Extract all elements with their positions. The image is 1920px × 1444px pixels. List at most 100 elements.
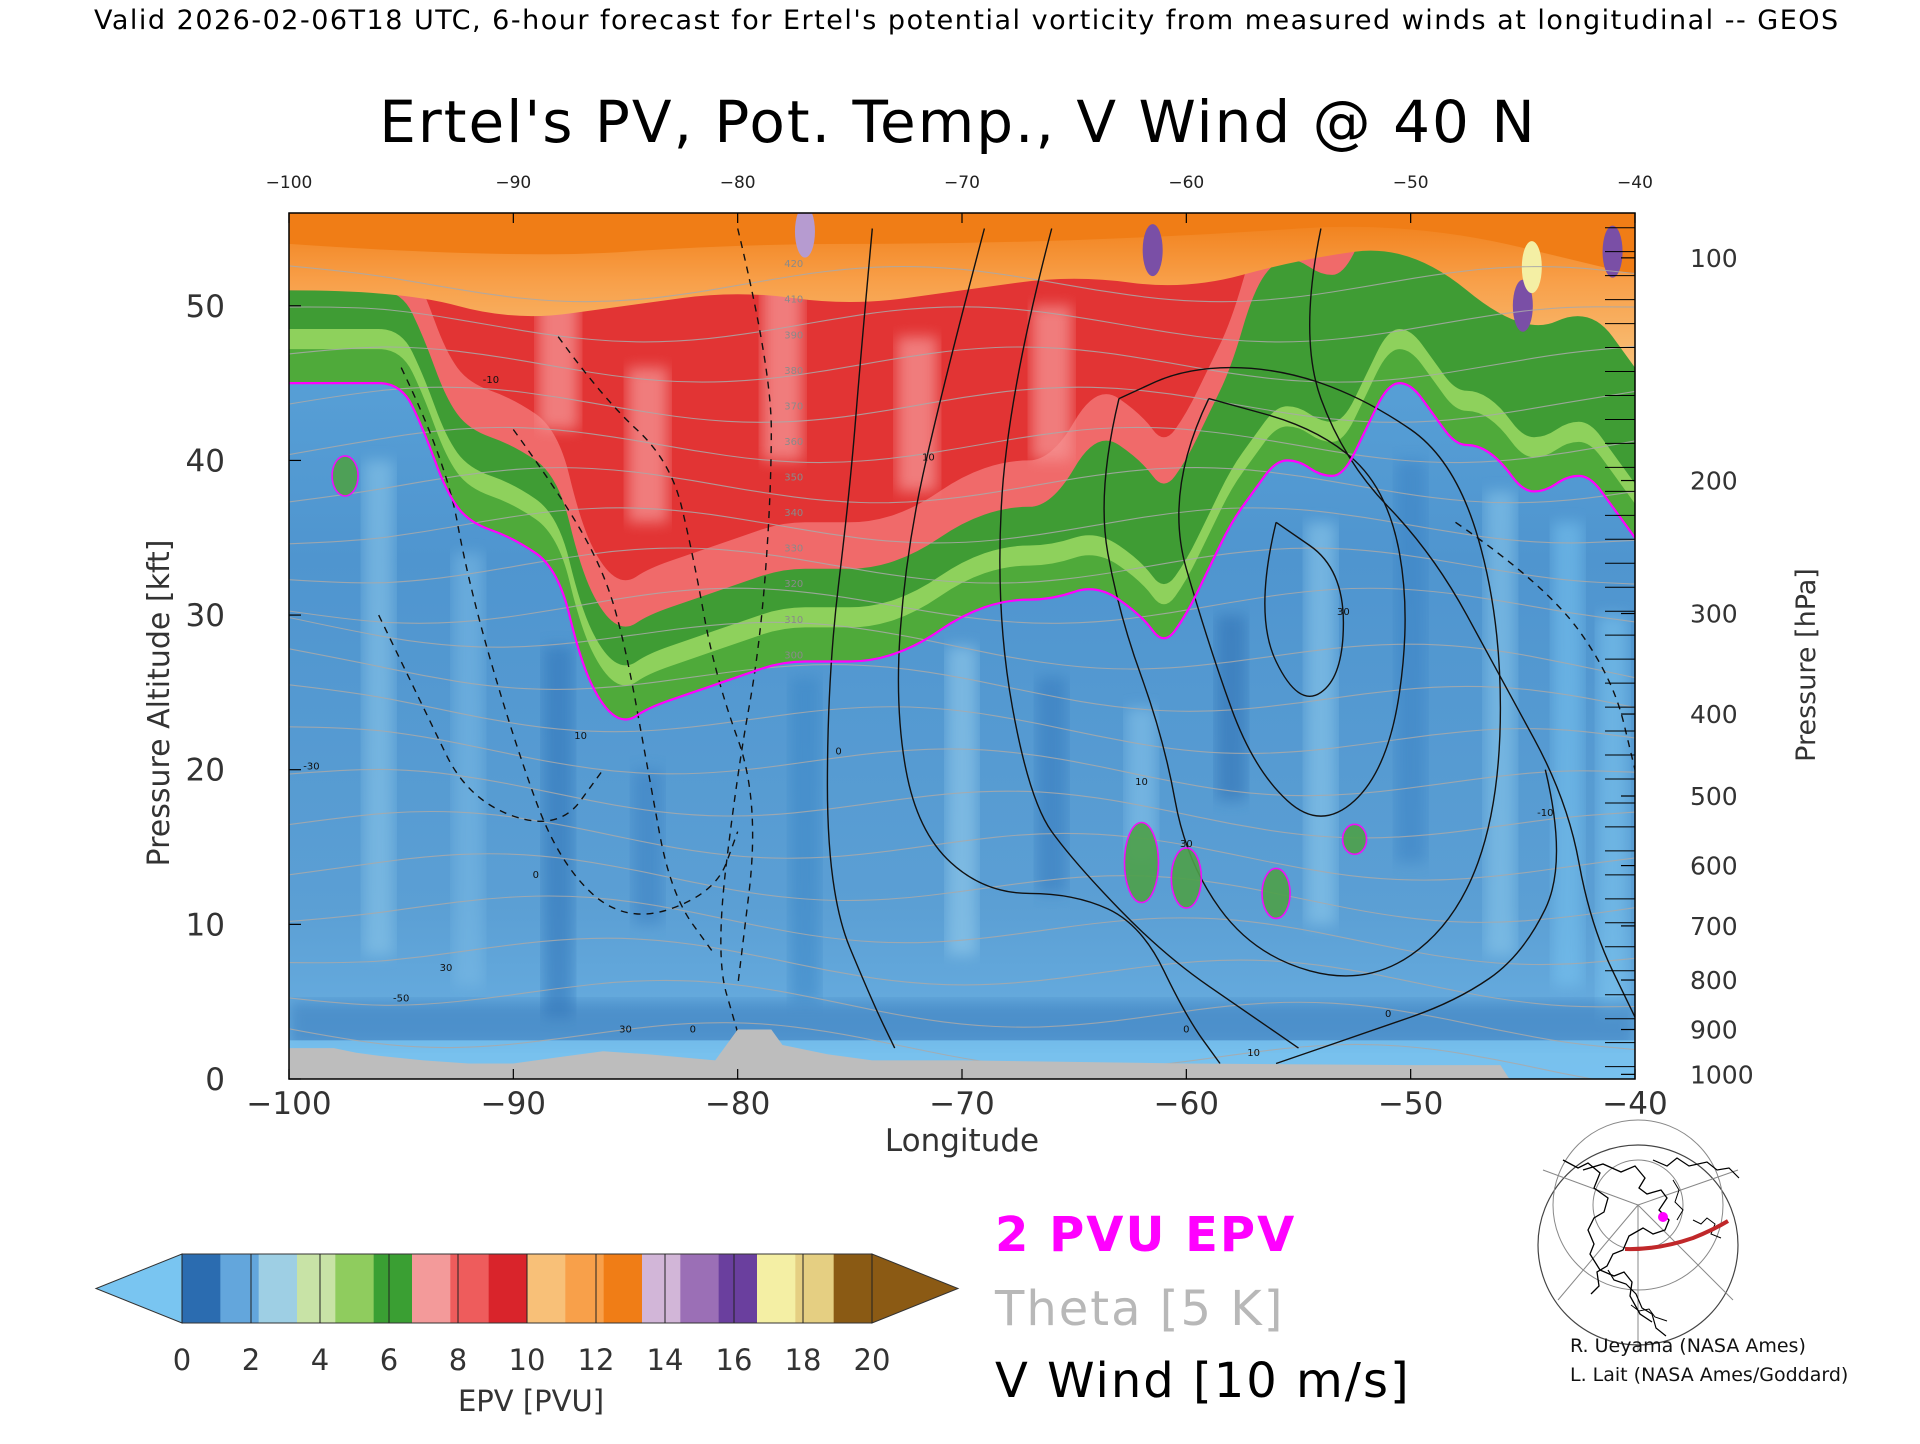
x-axis-top: −100 −90 −80 −70 −60 −50 −40 bbox=[266, 173, 1653, 223]
wind-contour-positive bbox=[1309, 228, 1635, 1018]
colorbar-swatch bbox=[182, 1254, 221, 1323]
colorbar: 0 2 4 6 8 10 12 14 16 18 20 bbox=[94, 1253, 960, 1377]
x-tick-label-top: −100 bbox=[266, 173, 313, 193]
y-tick-label-right: 200 bbox=[1690, 467, 1738, 496]
colorbar-tick-label: 2 bbox=[242, 1343, 260, 1377]
theta-line bbox=[289, 547, 1635, 585]
theta-line bbox=[289, 648, 1635, 712]
pv-blob bbox=[331, 455, 359, 497]
colorbar-tick-label: 14 bbox=[647, 1343, 684, 1377]
wind-label: 10 bbox=[1135, 777, 1148, 788]
y-tick-label-right: 800 bbox=[1690, 966, 1738, 995]
pv-blob bbox=[1123, 821, 1160, 904]
pv-blob bbox=[1341, 823, 1368, 856]
colorbar-swatch bbox=[527, 1254, 566, 1323]
legend-item-1: 2 PVU EPV bbox=[995, 1207, 1296, 1263]
wind-label: 0 bbox=[835, 746, 841, 757]
colorbar-under-triangle bbox=[94, 1253, 183, 1324]
x-tick-label-bottom: −100 bbox=[246, 1086, 331, 1122]
y-axis-left-label: Pressure Altitude [kft] bbox=[142, 540, 177, 867]
colorbar-swatch bbox=[642, 1254, 681, 1323]
x-tick-label-top: −60 bbox=[1168, 173, 1204, 193]
tropo-streak bbox=[543, 646, 574, 1018]
theta-line bbox=[289, 768, 1635, 839]
theta-label: 330 bbox=[784, 544, 803, 555]
colorbar-tick-label: 12 bbox=[578, 1343, 615, 1377]
terrain-mask bbox=[289, 1029, 1510, 1079]
theta-line bbox=[289, 616, 1635, 679]
x-tick-label-top: −70 bbox=[944, 173, 980, 193]
tropo-streak bbox=[363, 460, 394, 956]
theta-line bbox=[289, 467, 1635, 504]
theta-line bbox=[289, 386, 1635, 423]
high-pv-blob bbox=[794, 213, 815, 258]
colorbar-swatch bbox=[373, 1254, 413, 1323]
colorbar-tick-label: 4 bbox=[311, 1343, 329, 1377]
theta-label: 420 bbox=[784, 259, 803, 270]
x-axis-bottom: −100 −90 −80 −70 −60 −50 −40 bbox=[246, 1069, 1668, 1122]
y-tick-label-right: 700 bbox=[1690, 912, 1738, 941]
y-tick-label-left: 20 bbox=[186, 753, 225, 789]
colorbar-swatch bbox=[297, 1254, 336, 1323]
tropo-streak bbox=[1305, 522, 1336, 925]
colorbar-tick-label: 0 bbox=[173, 1343, 191, 1377]
colorbar-swatch bbox=[335, 1254, 375, 1323]
wind-label: 30 bbox=[619, 1025, 632, 1036]
x-tick-label-top: −50 bbox=[1393, 173, 1429, 193]
tropo-streak bbox=[1395, 460, 1426, 863]
colorbar-swatch bbox=[220, 1254, 260, 1323]
wind-label: 30 bbox=[440, 963, 453, 974]
wind-contour-positive bbox=[1264, 521, 1345, 697]
y-tick-label-left: 10 bbox=[186, 907, 225, 943]
x-tick-label-top: −90 bbox=[495, 173, 531, 193]
theta-label: 380 bbox=[784, 366, 803, 377]
colorbar-tick-label: 16 bbox=[716, 1343, 753, 1377]
colorbar-over-triangle bbox=[871, 1253, 960, 1324]
y-tick-label-right: 900 bbox=[1690, 1016, 1738, 1045]
theta-line bbox=[289, 895, 1635, 966]
valid-line: Valid 2026-02-06T18 UTC, 6-hour forecast… bbox=[94, 5, 1840, 36]
theta-line bbox=[289, 853, 1635, 923]
wind-contour-negative bbox=[557, 336, 754, 987]
y-tick-label-right: 400 bbox=[1690, 700, 1738, 729]
credit-line-1: R. Ueyama (NASA Ames) bbox=[1570, 1335, 1806, 1357]
wind-label: -30 bbox=[303, 762, 319, 773]
theta-label: 340 bbox=[784, 508, 803, 519]
tropo-streak bbox=[1597, 615, 1628, 1018]
x-tick-label-bottom: −80 bbox=[705, 1086, 770, 1122]
x-tick-label-bottom: −70 bbox=[929, 1086, 994, 1122]
colorbar-swatch bbox=[488, 1254, 528, 1323]
y-tick-label-left: 40 bbox=[186, 443, 225, 479]
wind-label: -10 bbox=[1537, 808, 1553, 819]
wind-contour-positive bbox=[1275, 769, 1558, 1065]
globe-icon bbox=[1537, 1119, 1740, 1350]
theta-line bbox=[289, 937, 1635, 1008]
layer-dark-orange bbox=[289, 213, 1635, 275]
theta-line bbox=[289, 265, 1635, 303]
wind-label: -10 bbox=[483, 375, 499, 386]
high-pv-blob bbox=[1512, 279, 1533, 332]
colorbar-label: EPV [PVU] bbox=[458, 1384, 604, 1418]
y-tick-label-left: 30 bbox=[186, 598, 225, 634]
wind-contour-negative bbox=[400, 367, 739, 915]
theta-label: 310 bbox=[784, 615, 803, 626]
chart-title: Ertel's PV, Pot. Temp., V Wind @ 40 N bbox=[379, 88, 1536, 156]
wind-contour-negative bbox=[720, 228, 773, 1033]
y-tick-label-right: 100 bbox=[1690, 244, 1738, 273]
pink-streak bbox=[762, 274, 803, 461]
legend-item-3: V Wind [10 m/s] bbox=[995, 1353, 1411, 1409]
colorbar-swatch bbox=[757, 1254, 796, 1323]
y-tick-label-right: 300 bbox=[1690, 600, 1738, 629]
wind-contour-positive bbox=[999, 228, 1299, 1049]
colorbar-tick-label: 18 bbox=[785, 1343, 822, 1377]
wind-contour-positive bbox=[1103, 366, 1502, 977]
colorbar-swatch bbox=[450, 1254, 490, 1323]
theta-label: 350 bbox=[784, 473, 803, 484]
wind-contour-negative bbox=[378, 614, 604, 822]
wind-label: 0 bbox=[690, 1025, 696, 1036]
y-tick-label-left: 50 bbox=[186, 289, 225, 325]
legend: 2 PVU EPV Theta [5 K] V Wind [10 m/s] bbox=[994, 1207, 1411, 1409]
theta-label: 410 bbox=[784, 295, 803, 306]
